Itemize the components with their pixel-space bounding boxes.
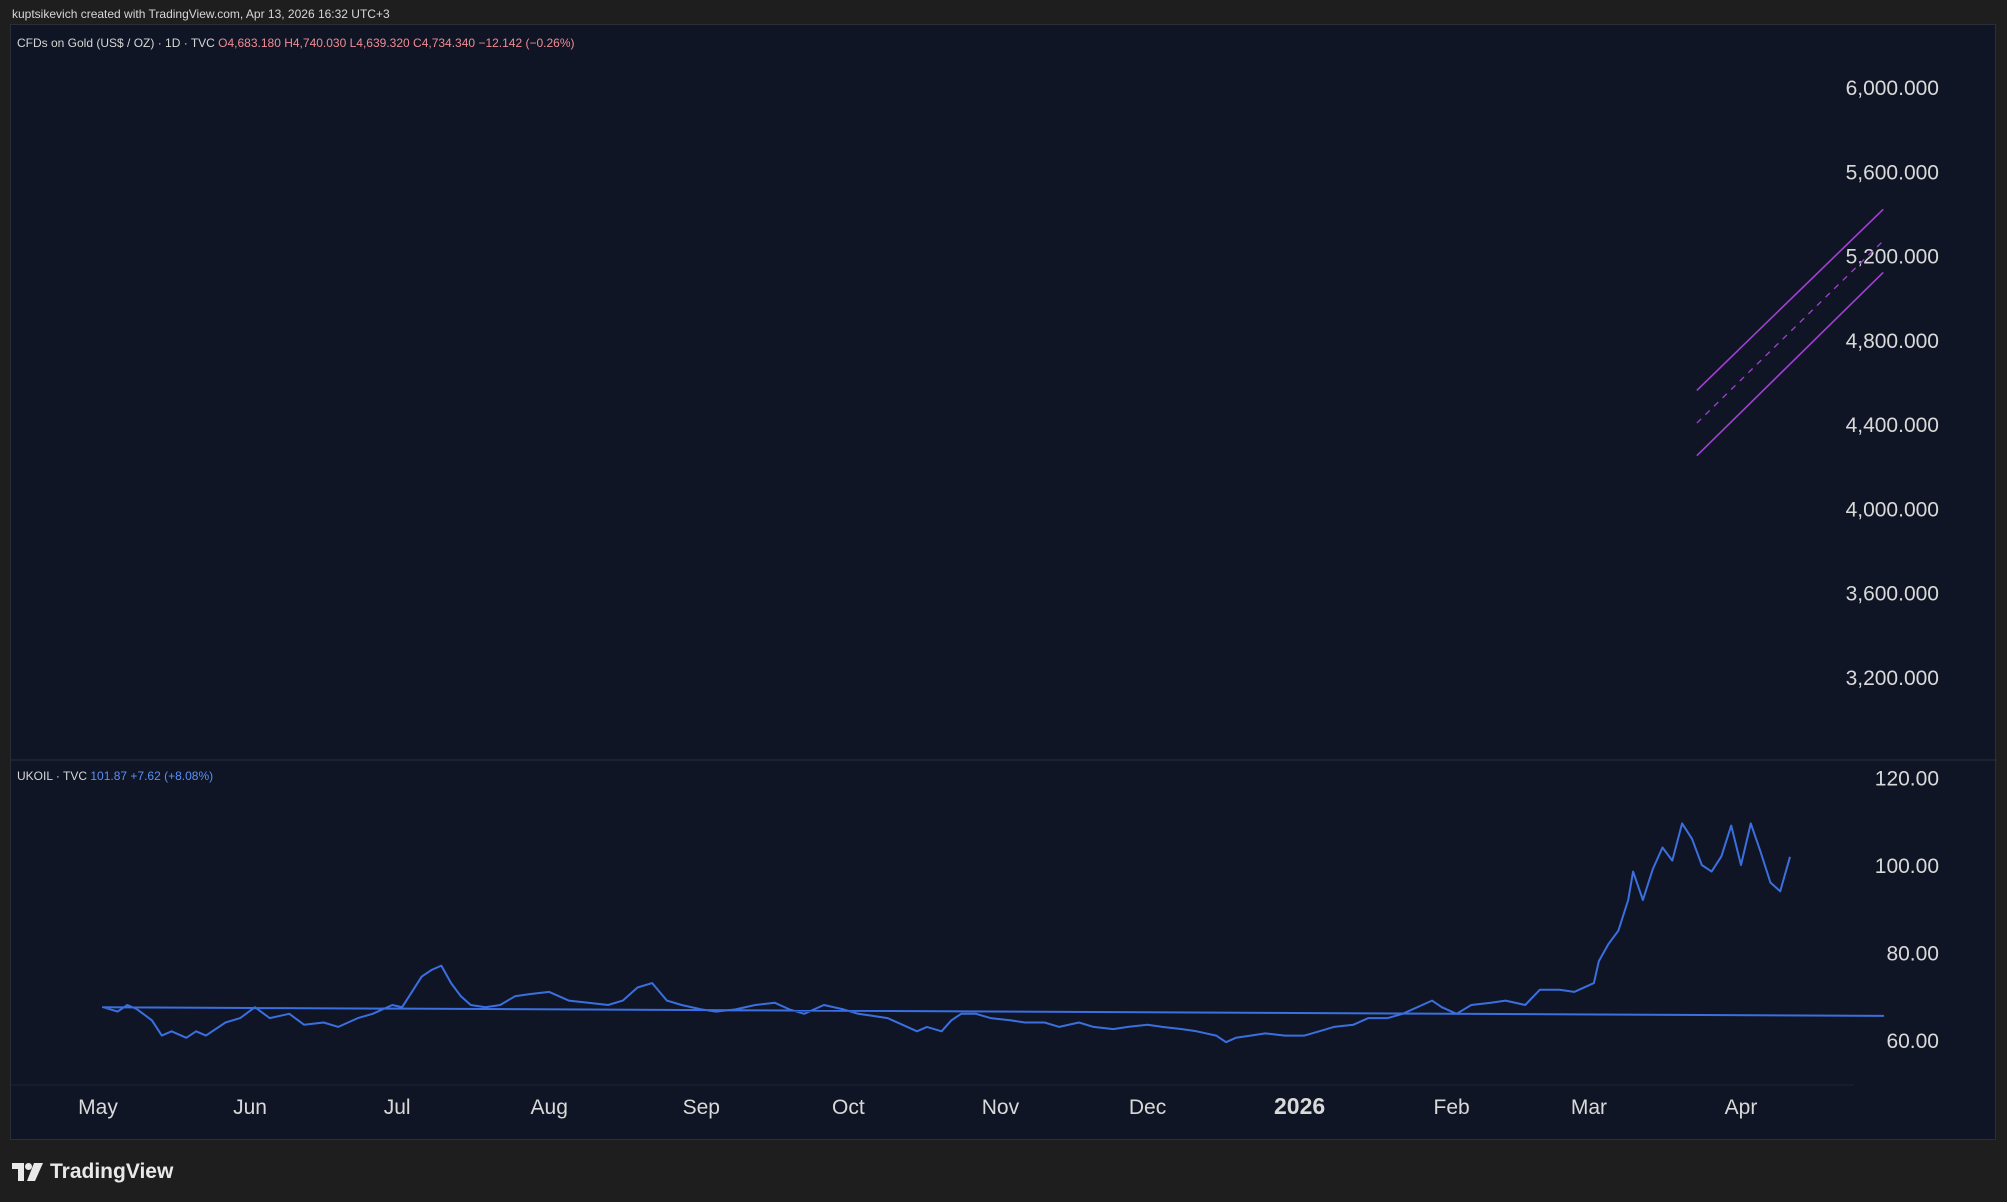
oil-price-axis-label: 80.00 <box>1886 943 1939 966</box>
gold-close: C4,734.340 <box>413 36 476 50</box>
gold-price-axis-label: 3,200.000 <box>1846 667 1939 690</box>
channel-upper-line <box>1696 208 1884 391</box>
x-axis-label: Nov <box>982 1096 1020 1119</box>
channel-median-line <box>1696 240 1884 424</box>
x-axis-label: Mar <box>1571 1096 1607 1119</box>
oil-legend: UKOIL · TVC 101.87 +7.62 (+8.08%) <box>17 769 213 783</box>
top-bar: kuptsikevich created with TradingView.co… <box>0 0 2007 24</box>
gold-symbol: CFDs on Gold (US$ / OZ) · 1D · TVC <box>17 36 215 50</box>
x-axis-label: Jul <box>384 1096 411 1119</box>
oil-symbol: UKOIL · TVC <box>17 769 88 783</box>
x-axis-label: Jun <box>233 1096 267 1119</box>
x-axis-label: Feb <box>1434 1096 1470 1119</box>
x-axis-label: May <box>78 1096 118 1119</box>
x-axis-label: Aug <box>531 1096 568 1119</box>
oil-last: 101.87 <box>90 769 128 783</box>
attribution-text: kuptsikevich created with TradingView.co… <box>12 7 390 21</box>
gold-low: L4,639.320 <box>349 36 410 50</box>
oil-price-line <box>101 822 1885 1044</box>
x-axis-label: Apr <box>1725 1096 1758 1119</box>
tradingview-logo[interactable]: TradingView <box>12 1160 173 1184</box>
gold-price-axis-label: 5,200.000 <box>1846 246 1939 269</box>
gold-price-axis-label: 5,600.000 <box>1846 161 1939 184</box>
gold-high: H4,740.030 <box>284 36 347 50</box>
chart-frame[interactable]: 6,000.000 5,600.000 5,200.000 4,800.000 4,40… <box>10 24 1997 1141</box>
x-axis-label: 2026 <box>1274 1093 1325 1119</box>
gold-price-axis-label: 4,000.000 <box>1846 498 1939 521</box>
channel-lower-line <box>1696 271 1884 457</box>
gold-price-axis-label: 6,000.000 <box>1846 77 1939 100</box>
oil-price-axis-label: 100.00 <box>1875 855 1939 878</box>
x-axis-label: Dec <box>1129 1096 1166 1119</box>
x-axis-label: Oct <box>832 1096 865 1119</box>
tradingview-brand: TradingView <box>50 1160 174 1183</box>
gold-price-axis-label: 4,400.000 <box>1846 414 1939 437</box>
oil-change: +7.62 (+8.08%) <box>130 769 214 783</box>
gold-price-axis-label: 4,800.000 <box>1846 330 1939 353</box>
gold-change: −12.142 (−0.26%) <box>478 36 575 50</box>
gold-open: O4,683.180 <box>218 36 281 50</box>
oil-price-axis-label: 120.00 <box>1875 768 1939 791</box>
chart-canvas[interactable]: 6,000.000 5,600.000 5,200.000 4,800.000 4,40… <box>11 25 1997 1141</box>
tradingview-logo-icon <box>12 1163 43 1181</box>
x-axis-label: Sep <box>683 1096 720 1119</box>
gold-legend: CFDs on Gold (US$ / OZ) · 1D · TVC O4,68… <box>17 36 575 50</box>
bottom-bar <box>0 1140 2007 1202</box>
gold-price-axis-label: 3,600.000 <box>1846 583 1939 606</box>
oil-price-axis-label: 60.00 <box>1886 1030 1939 1053</box>
